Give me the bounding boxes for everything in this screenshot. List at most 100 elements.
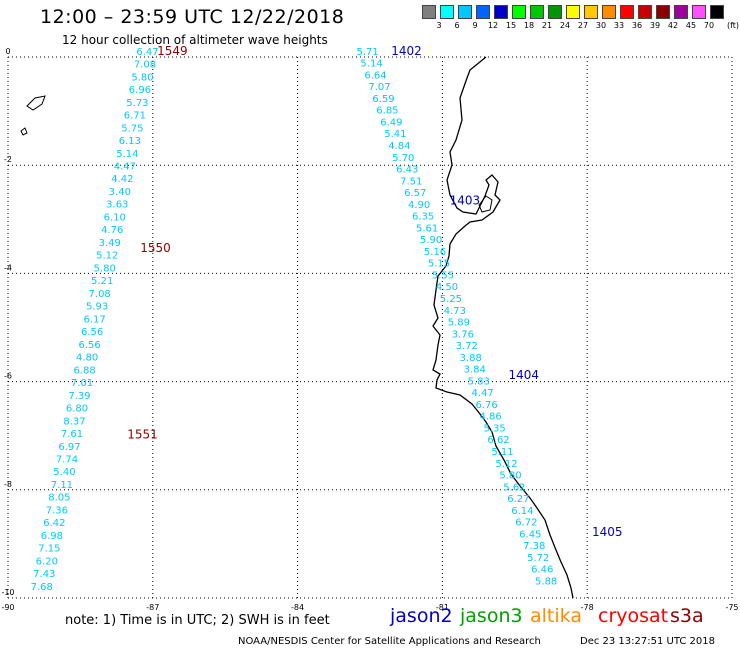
lat-lon-grid: -90 -87 -84 -81 -78 -75 0 -2 -4 -6 -8 -10 [1,47,738,612]
wave-height-value: 5.83 [468,376,490,387]
wave-height-value: 3.76 [452,329,474,340]
wave-height-value: 4.84 [388,141,410,152]
wave-height-value: 5.25 [440,294,462,305]
wave-height-value: 5.41 [384,129,406,140]
galapagos-island [26,95,46,111]
wave-height-value: 3.40 [109,187,131,198]
wave-height-value: 5.90 [420,235,442,246]
map-subtitle: 12 hour collection of altimeter wave hei… [62,33,328,47]
wave-height-value: 6.46 [531,565,553,576]
legend-swatch [548,5,562,19]
wave-height-value: 5.14 [360,59,382,70]
legend-swatch [494,5,508,19]
wave-height-value: 5.70 [392,153,414,164]
wave-height-value: 5.61 [416,223,438,234]
wave-height-value: 6.56 [78,340,100,351]
wave-height-value: 6.64 [364,70,386,81]
wave-height-value: 4.86 [479,412,501,423]
legend-label: 9 [472,21,478,30]
wave-height-value: 5.12 [96,251,118,262]
legend-swatch [584,5,598,19]
wave-height-value: 6.71 [124,111,146,122]
wave-height-value: 3.88 [460,353,482,364]
legend-label: 21 [541,21,553,30]
footnote: note: 1) Time is in UTC; 2) SWH is in fe… [65,613,330,628]
wave-height-value: 7.68 [31,582,53,593]
lat-tick-label: -4 [4,263,12,272]
pass-time-label: 1405 [592,525,623,539]
wave-height-value: 5.93 [86,302,108,313]
wave-height-value: 6.88 [73,365,95,376]
satellite-name: jason3 [460,605,523,627]
pass-time-label: 1550 [140,241,171,255]
wave-height-value: 6.57 [404,188,426,199]
wave-height-value: 3.49 [99,238,121,249]
lon-tick-label: -81 [436,603,449,612]
wave-height-value: 3.84 [464,365,486,376]
wave-height-value: 5.73 [126,98,148,109]
wave-height-value: 3.63 [106,200,128,211]
wave-height-value: 6.98 [41,531,63,542]
wave-height-value: 6.10 [104,212,126,223]
lon-tick-label: -75 [725,603,738,612]
wave-height-value: 5.15 [428,259,450,270]
wave-height-value: 5.21 [91,276,113,287]
wave-height-labels: 6.477.085.806.965.736.715.756.135.144.47… [31,44,623,593]
wave-height-value: 5.89 [448,318,470,329]
legend-swatch [566,5,580,19]
wave-height-value: 6.49 [380,117,402,128]
wave-height-value: 5.62 [503,482,525,493]
wave-height-value: 6.43 [396,165,418,176]
wave-height-value: 7.51 [400,176,422,187]
legend-label: 70 [703,21,715,30]
legend-label: 30 [595,21,607,30]
wave-height-value: 6.42 [43,518,65,529]
wave-height-value: 8.05 [48,493,70,504]
wave-height-value: 7.61 [61,429,83,440]
map-title: 12:00 – 23:59 UTC 12/22/2018 [40,6,345,28]
legend-swatch [530,5,544,19]
legend-label: 42 [667,21,679,30]
pass-time-label: 1551 [127,427,158,441]
wave-height-value: 4.90 [408,200,430,211]
lon-tick-label: -87 [146,603,159,612]
legend-swatch [710,5,724,19]
wave-height-value: 5.72 [527,553,549,564]
wave-height-value: 5.80 [499,471,521,482]
lon-tick-label: -78 [581,603,594,612]
wave-height-value: 5.71 [356,47,378,58]
wave-height-value: 6.20 [36,556,58,567]
wave-height-value: 6.72 [515,518,537,529]
lon-tick-label: -90 [1,603,14,612]
wave-height-value: 6.59 [372,94,394,105]
wave-height-value: 5.16 [424,247,446,258]
lat-tick-label: -10 [1,588,14,597]
lon-tick-label: -84 [291,603,304,612]
wave-height-value: 4.50 [436,282,458,293]
legend-swatch [692,5,706,19]
legend-label: 18 [523,21,535,30]
legend-swatch [638,5,652,19]
wave-height-value: 4.47 [114,161,136,172]
legend-label: 36 [631,21,643,30]
wave-height-value: 4.47 [472,388,494,399]
wave-height-value: 5.75 [121,123,143,134]
wave-height-value: 7.39 [68,391,90,402]
wave-height-value: 6.76 [476,400,498,411]
wave-height-value: 5.80 [94,263,116,274]
wave-height-value: 5.55 [432,270,454,281]
legend-label: 27 [577,21,589,30]
legend-swatch [512,5,526,19]
wave-height-value: 6.47 [136,47,158,58]
satellite-name: s3a [670,605,704,627]
wave-height-value: 6.14 [511,506,533,517]
wave-height-value: 4.80 [76,353,98,364]
satellite-name: jason2 [390,605,453,627]
wave-height-value: 7.43 [33,569,55,580]
satellite-name: cryosat [598,605,669,627]
wave-height-value: 5.40 [53,467,75,478]
wave-height-value: 3.72 [456,341,478,352]
legend-swatch [674,5,688,19]
legend-label: 39 [649,21,661,30]
pass-time-label: 1402 [391,44,422,58]
